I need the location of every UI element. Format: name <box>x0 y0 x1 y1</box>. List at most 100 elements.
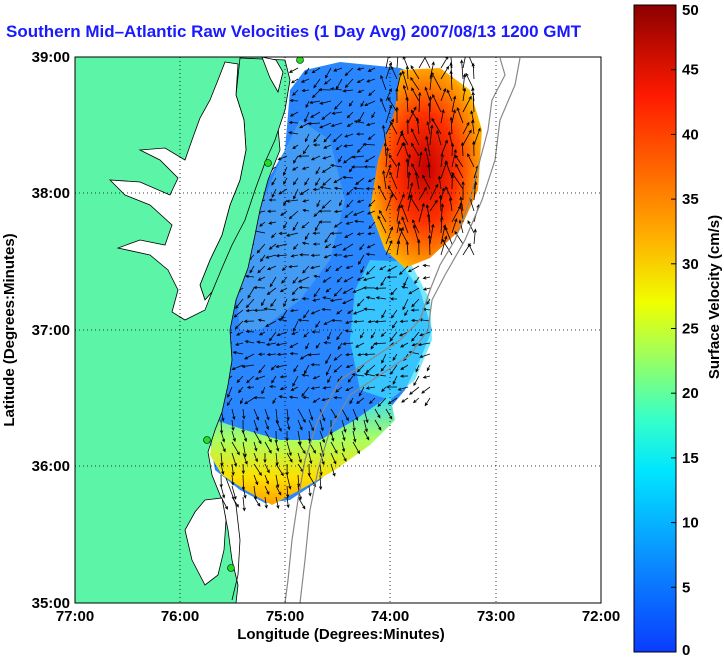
velocity-arrow <box>362 286 376 290</box>
velocity-arrow <box>301 386 310 397</box>
velocity-arrow <box>253 408 259 421</box>
velocity-arrow <box>264 441 272 454</box>
velocity-arrow <box>323 341 332 345</box>
velocity-arrow <box>310 265 321 270</box>
station-marker[interactable] <box>264 159 272 167</box>
velocity-arrow <box>332 133 343 143</box>
velocity-arrow <box>271 375 277 384</box>
velocity-arrow <box>304 232 310 241</box>
velocity-arrow <box>387 185 398 201</box>
velocity-arrow <box>266 352 277 357</box>
velocity-arrow <box>401 132 409 146</box>
velocity-arrow <box>231 463 235 476</box>
velocity-arrow <box>253 474 259 486</box>
velocity-arrow <box>236 331 244 336</box>
velocity-arrow <box>445 160 453 179</box>
velocity-arrow <box>330 441 338 454</box>
velocity-arrow <box>291 298 299 302</box>
velocity-arrow <box>367 319 376 324</box>
velocity-arrow <box>286 408 290 422</box>
velocity-arrow <box>291 287 299 296</box>
velocity-arrow <box>305 342 310 350</box>
x-axis-ticks: 77:00 76:00 75:00 74:00 73:00 72:00 <box>56 608 620 625</box>
velocity-arrow <box>231 452 237 467</box>
velocity-arrow <box>355 132 365 136</box>
station-marker[interactable] <box>203 436 211 444</box>
colorbar-label: Surface Velocity (cm/s) <box>706 215 723 379</box>
velocity-arrow <box>315 177 321 187</box>
velocity-arrow <box>242 496 246 512</box>
velocity-arrow <box>406 119 410 135</box>
velocity-arrow <box>344 78 354 89</box>
velocity-arrow <box>291 331 299 335</box>
velocity-arrow <box>266 287 277 295</box>
velocity-arrow <box>338 155 343 163</box>
velocity-arrow <box>388 154 398 168</box>
velocity-arrow <box>357 352 365 357</box>
velocity-arrow <box>460 59 464 80</box>
velocity-arrow <box>319 463 323 477</box>
velocity-arrow <box>264 408 270 421</box>
velocity-arrow <box>325 353 332 365</box>
velocity-arrow <box>312 298 321 302</box>
velocity-arrow <box>451 205 461 223</box>
velocity-arrow <box>220 441 226 453</box>
velocity-arrow <box>347 375 354 383</box>
velocity-arrow <box>389 331 398 342</box>
velocity-arrow <box>396 204 402 223</box>
velocity-arrow <box>363 408 369 424</box>
velocity-arrow <box>270 364 277 371</box>
velocity-arrow <box>335 265 343 272</box>
velocity-arrow <box>366 243 376 249</box>
velocity-arrow <box>418 91 422 113</box>
velocity-field-south-band <box>210 395 395 505</box>
radar-stations <box>203 57 304 572</box>
station-marker[interactable] <box>227 564 235 572</box>
velocity-arrow <box>297 474 301 488</box>
velocity-arrow <box>253 419 259 432</box>
velocity-arrow <box>253 430 262 445</box>
velocity-arrow <box>275 463 284 477</box>
velocity-arrow <box>271 177 277 186</box>
velocity-arrow <box>322 177 332 186</box>
colorbar <box>633 4 677 653</box>
velocity-arrow <box>375 296 387 300</box>
velocity-arrow <box>323 144 332 149</box>
velocity-arrow <box>275 485 282 496</box>
x-tick-label: 73:00 <box>477 608 515 625</box>
velocity-arrow <box>400 364 409 371</box>
velocity-arrow <box>305 133 310 143</box>
station-marker[interactable] <box>296 57 304 64</box>
velocity-arrow <box>268 198 276 202</box>
y-axis-label: Latitude (Degrees:Minutes) <box>1 233 18 426</box>
velocity-arrow <box>365 386 376 390</box>
velocity-arrow <box>412 397 420 404</box>
velocity-arrow <box>437 175 442 190</box>
velocity-arrow <box>365 364 376 374</box>
velocity-arrow <box>292 89 299 96</box>
velocity-arrow <box>353 319 365 324</box>
velocity-arrow <box>367 177 376 183</box>
velocity-arrow <box>407 171 411 190</box>
grid-lines <box>75 57 601 603</box>
velocity-arrow <box>402 298 409 311</box>
velocity-arrow <box>290 386 299 391</box>
velocity-arrow <box>272 397 277 405</box>
velocity-arrow <box>365 296 376 300</box>
velocity-arrow <box>313 210 321 217</box>
velocity-arrow <box>244 397 255 405</box>
velocity-arrow <box>323 78 332 85</box>
velocity-arrow <box>427 163 431 179</box>
velocity-arrow <box>409 386 420 395</box>
velocity-arrow <box>278 395 288 399</box>
velocity-arrow <box>312 187 321 192</box>
velocity-arrow <box>234 320 244 330</box>
velocity-arrow <box>312 143 321 147</box>
velocity-arrow <box>432 93 442 113</box>
velocity-arrow <box>440 215 444 234</box>
colorbar-tick-label: 50 <box>682 2 699 19</box>
velocity-arrow <box>462 121 470 135</box>
velocity-arrow <box>345 221 354 225</box>
velocity-arrow <box>310 309 321 315</box>
velocity-arrow <box>268 331 277 342</box>
